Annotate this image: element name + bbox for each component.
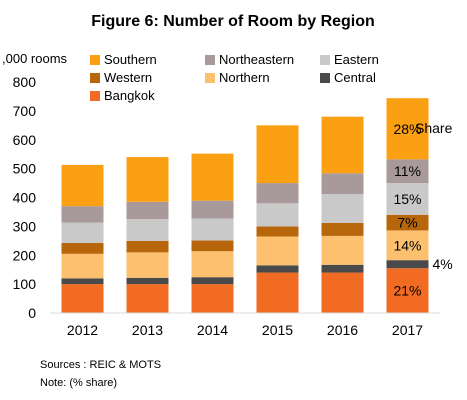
- legend: Southern Northeastern Eastern Western Northe…: [90, 52, 379, 103]
- bar-northeastern-2015: [256, 183, 299, 204]
- bar-eastern-2016: [321, 194, 364, 223]
- share-label-central: 4%: [433, 256, 453, 272]
- x-tick-label-2016: 2016: [327, 322, 358, 338]
- y-tick-label-600: 600: [13, 132, 37, 148]
- bar-central-2015: [256, 265, 299, 273]
- share-label: Share: [415, 120, 453, 136]
- bar-eastern-2014: [191, 218, 234, 241]
- legend-label-northeastern: Northeastern: [219, 52, 294, 67]
- bar-eastern-2012: [61, 222, 104, 243]
- share-note: Note: (% share): [40, 377, 117, 389]
- legend-swatch-northern: [205, 73, 215, 83]
- bar-central-2014: [191, 277, 234, 285]
- bar-northeastern-2017: [386, 159, 429, 184]
- y-tick-label-200: 200: [13, 247, 37, 263]
- bar-northeastern-2012: [61, 206, 104, 223]
- bar-western-2015: [256, 226, 299, 237]
- sources-note: Sources : REIC & MOTS: [40, 359, 161, 371]
- legend-label-western: Western: [104, 70, 152, 85]
- legend-label-bangkok: Bangkok: [104, 88, 155, 103]
- x-tick-label-2014: 2014: [197, 322, 228, 338]
- bar-western-2014: [191, 240, 234, 252]
- y-tick-label-300: 300: [13, 218, 37, 234]
- bars: [61, 98, 429, 313]
- bar-southern-2012: [61, 164, 104, 207]
- share-label-bangkok: 21%: [393, 283, 421, 299]
- bar-southern-2013: [126, 157, 169, 202]
- x-tick-label-2017: 2017: [392, 322, 423, 338]
- bar-central-2016: [321, 264, 364, 273]
- y-tick-label-100: 100: [13, 276, 37, 292]
- bar-western-2016: [321, 222, 364, 236]
- bar-central-2013: [126, 277, 169, 285]
- legend-swatch-western: [90, 73, 100, 83]
- bar-eastern-2017: [386, 183, 429, 215]
- legend-label-southern: Southern: [104, 52, 157, 67]
- x-tick-label-2013: 2013: [132, 322, 163, 338]
- share-annotations: 28% 11% 15% 7% 14% 4% 21%: [393, 121, 452, 299]
- y-axis-unit-label: ,000 rooms: [2, 51, 68, 66]
- bar-western-2013: [126, 240, 169, 253]
- y-tick-label-700: 700: [13, 103, 37, 119]
- bar-northern-2016: [321, 235, 364, 265]
- legend-swatch-eastern: [320, 55, 330, 65]
- bar-northeastern-2013: [126, 201, 169, 220]
- y-tick-label-500: 500: [13, 161, 37, 177]
- bar-western-2012: [61, 242, 104, 254]
- bar-northeastern-2016: [321, 173, 364, 195]
- x-axis: 2012 2013 2014 2015 2016 2017: [67, 322, 423, 338]
- bar-northern-2017: [386, 230, 429, 261]
- y-tick-label-0: 0: [28, 305, 36, 321]
- bar-bangkok-2012: [61, 284, 104, 313]
- legend-label-northern: Northern: [219, 70, 270, 85]
- share-label-northern: 14%: [393, 237, 421, 253]
- bar-southern-2014: [191, 153, 234, 201]
- bar-bangkok-2016: [321, 272, 364, 313]
- bar-bangkok-2013: [126, 284, 169, 313]
- bar-central-2017: [386, 260, 429, 269]
- share-label-western: 7%: [397, 215, 417, 231]
- legend-swatch-southern: [90, 55, 100, 65]
- legend-label-eastern: Eastern: [334, 52, 379, 67]
- share-label-northeastern: 11%: [394, 163, 421, 179]
- bar-northern-2014: [191, 251, 234, 278]
- y-axis: 0 100 200 300 400 500 600 700 800: [13, 74, 37, 321]
- bar-western-2017: [386, 214, 429, 231]
- share-label-eastern: 15%: [393, 191, 421, 207]
- bar-northern-2015: [256, 236, 299, 266]
- bar-southern-2016: [321, 116, 364, 174]
- bar-southern-2015: [256, 125, 299, 184]
- bar-southern-2017: [386, 98, 429, 160]
- bar-eastern-2015: [256, 203, 299, 227]
- y-tick-label-400: 400: [13, 190, 37, 206]
- share-label-southern: 28%: [393, 121, 421, 137]
- legend-swatch-bangkok: [90, 91, 100, 101]
- bar-northern-2012: [61, 253, 104, 279]
- bar-bangkok-2015: [256, 272, 299, 313]
- bar-central-2012: [61, 278, 104, 285]
- bar-bangkok-2014: [191, 284, 234, 313]
- bar-northern-2013: [126, 252, 169, 278]
- legend-label-central: Central: [334, 70, 376, 85]
- chart-title: Figure 6: Number of Room by Region: [91, 13, 375, 30]
- bar-eastern-2013: [126, 219, 169, 241]
- bar-bangkok-2017: [386, 268, 429, 313]
- y-tick-label-800: 800: [13, 74, 37, 90]
- legend-swatch-central: [320, 73, 330, 83]
- bar-northeastern-2014: [191, 200, 234, 219]
- x-tick-label-2015: 2015: [262, 322, 293, 338]
- legend-swatch-northeastern: [205, 55, 215, 65]
- x-tick-label-2012: 2012: [67, 322, 98, 338]
